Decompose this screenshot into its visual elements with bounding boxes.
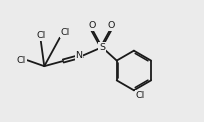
Text: Cl: Cl: [61, 28, 70, 37]
Text: O: O: [108, 21, 115, 30]
Text: S: S: [99, 43, 105, 52]
Text: N: N: [75, 51, 82, 60]
Text: Cl: Cl: [136, 91, 145, 100]
Text: O: O: [89, 21, 96, 30]
Text: Cl: Cl: [17, 56, 26, 65]
Text: Cl: Cl: [36, 31, 45, 40]
